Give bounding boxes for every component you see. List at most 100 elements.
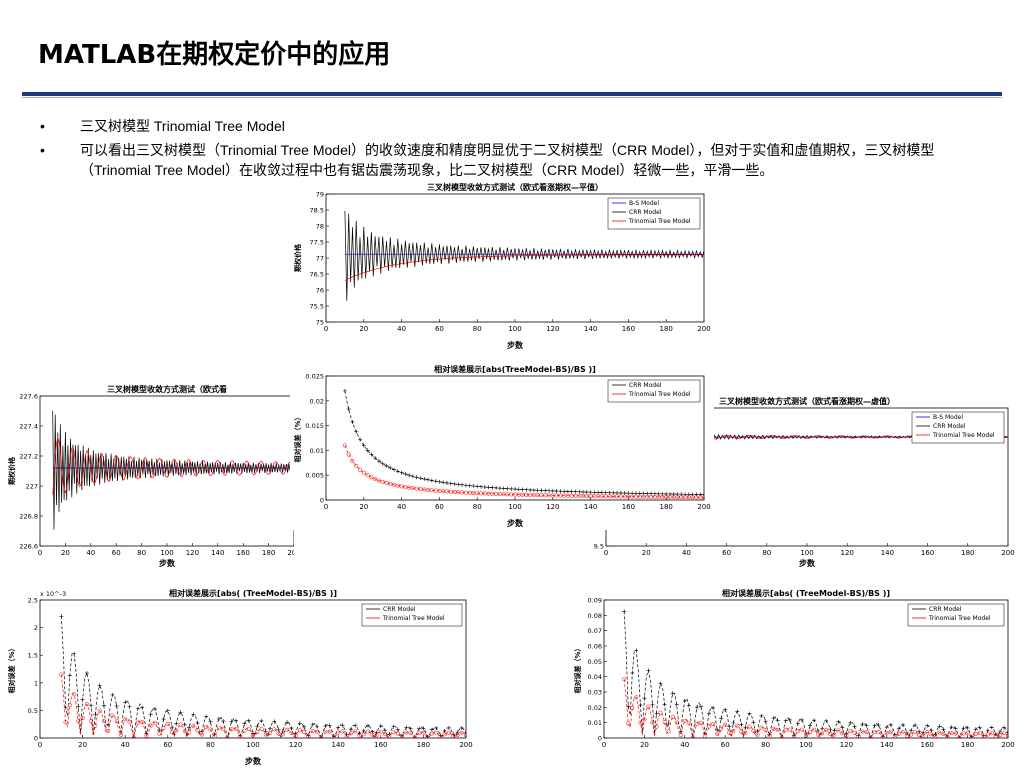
data-point xyxy=(739,722,744,727)
data-point xyxy=(354,429,359,434)
data-point xyxy=(327,729,332,734)
y-axis-label: 相对误差（%） xyxy=(573,644,582,693)
y-axis-label: 相对误差（%） xyxy=(293,413,302,462)
x-tick-label: 60 xyxy=(721,741,730,749)
data-point xyxy=(844,733,849,738)
data-point xyxy=(342,443,347,448)
data-point xyxy=(694,721,699,726)
data-point xyxy=(719,726,724,731)
data-point xyxy=(880,735,885,738)
chart-rel-error-otm: 相对误差展示[abs( (TreeModel-BS)/BS )] 0 20 40 60 8… xyxy=(572,584,1016,768)
data-point xyxy=(622,491,627,496)
y-axis-label: 相对误差（%） xyxy=(7,644,16,693)
data-point xyxy=(59,614,64,619)
data-point xyxy=(791,734,796,738)
data-point xyxy=(832,732,837,737)
data-point xyxy=(799,717,804,722)
data-point xyxy=(323,729,328,734)
data-point xyxy=(727,724,732,729)
data-point xyxy=(365,473,370,478)
data-point xyxy=(900,729,906,734)
y-tick-label: 78 xyxy=(316,223,324,231)
data-point xyxy=(395,727,400,732)
data-point xyxy=(459,730,464,735)
legend-label: Trinomial Tree Model xyxy=(932,432,995,439)
data-point xyxy=(310,722,315,727)
data-point xyxy=(67,673,72,678)
data-point xyxy=(374,733,379,738)
y-tick-label: 227.6 xyxy=(19,393,38,401)
data-point xyxy=(615,490,620,495)
x-tick-label: 60 xyxy=(722,549,731,557)
data-point xyxy=(501,486,506,491)
data-point xyxy=(438,734,443,738)
x-tick-label: 180 xyxy=(660,503,673,511)
data-point xyxy=(369,452,374,457)
data-point xyxy=(289,730,294,735)
data-point xyxy=(763,728,768,733)
x-tick-label: 140 xyxy=(584,503,597,511)
data-point xyxy=(251,731,255,736)
data-point xyxy=(123,700,128,705)
legend-label: Trinomial Tree Model xyxy=(382,615,445,622)
data-point xyxy=(989,725,994,730)
data-point xyxy=(686,720,691,725)
data-point xyxy=(892,734,897,738)
y-tick-label: 0.015 xyxy=(305,422,324,430)
data-point xyxy=(110,713,115,718)
data-point xyxy=(242,721,247,726)
x-tick-label: 180 xyxy=(417,741,430,749)
data-point xyxy=(89,719,94,724)
data-point xyxy=(787,717,792,722)
data-point xyxy=(1005,733,1008,738)
data-point xyxy=(949,725,954,730)
title-rule xyxy=(22,92,1002,96)
data-point xyxy=(212,734,217,738)
data-point xyxy=(114,719,119,724)
data-point xyxy=(618,491,623,496)
data-point xyxy=(925,723,930,728)
data-point xyxy=(225,735,230,738)
x-tick-label: 60 xyxy=(112,549,121,557)
data-point xyxy=(961,731,966,736)
data-point xyxy=(490,485,495,490)
data-point xyxy=(229,719,234,724)
legend xyxy=(361,603,463,627)
data-point xyxy=(702,733,708,738)
data-point xyxy=(455,732,460,738)
data-point xyxy=(403,484,408,490)
legend-label: Trinomial Tree Model xyxy=(928,615,991,622)
title-rule-thin xyxy=(22,97,1002,98)
data-point xyxy=(314,729,319,734)
y-tick-label: 75 xyxy=(316,319,324,327)
data-point xyxy=(463,483,468,488)
data-point xyxy=(353,729,358,734)
y-tick-label: 0 xyxy=(320,497,324,505)
data-point xyxy=(131,735,136,738)
data-point xyxy=(451,733,456,738)
data-point xyxy=(528,487,533,492)
x-tick-label: 0 xyxy=(324,503,328,511)
data-point xyxy=(787,727,792,732)
data-point xyxy=(804,731,808,736)
data-point xyxy=(340,729,345,734)
x-tick-label: 100 xyxy=(799,741,812,749)
data-point xyxy=(250,733,256,738)
legend-label: CRR Model xyxy=(383,606,416,613)
legend-label: CRR Model xyxy=(629,382,662,389)
y-tick-label: 0.5 xyxy=(28,707,38,715)
x-tick-label: 0 xyxy=(38,741,42,749)
data-point xyxy=(101,703,106,708)
data-point xyxy=(174,721,179,726)
y-tick-label: 1 xyxy=(34,679,38,687)
x-tick-label: 120 xyxy=(186,549,199,557)
y-tick-label: 0.04 xyxy=(588,673,602,681)
data-point xyxy=(795,721,800,726)
data-point xyxy=(80,697,85,702)
data-point xyxy=(336,725,341,730)
data-point xyxy=(646,704,651,709)
data-point xyxy=(985,732,990,737)
data-point xyxy=(418,476,423,481)
y-tick-label: 0.06 xyxy=(588,643,602,651)
data-point xyxy=(404,730,409,735)
